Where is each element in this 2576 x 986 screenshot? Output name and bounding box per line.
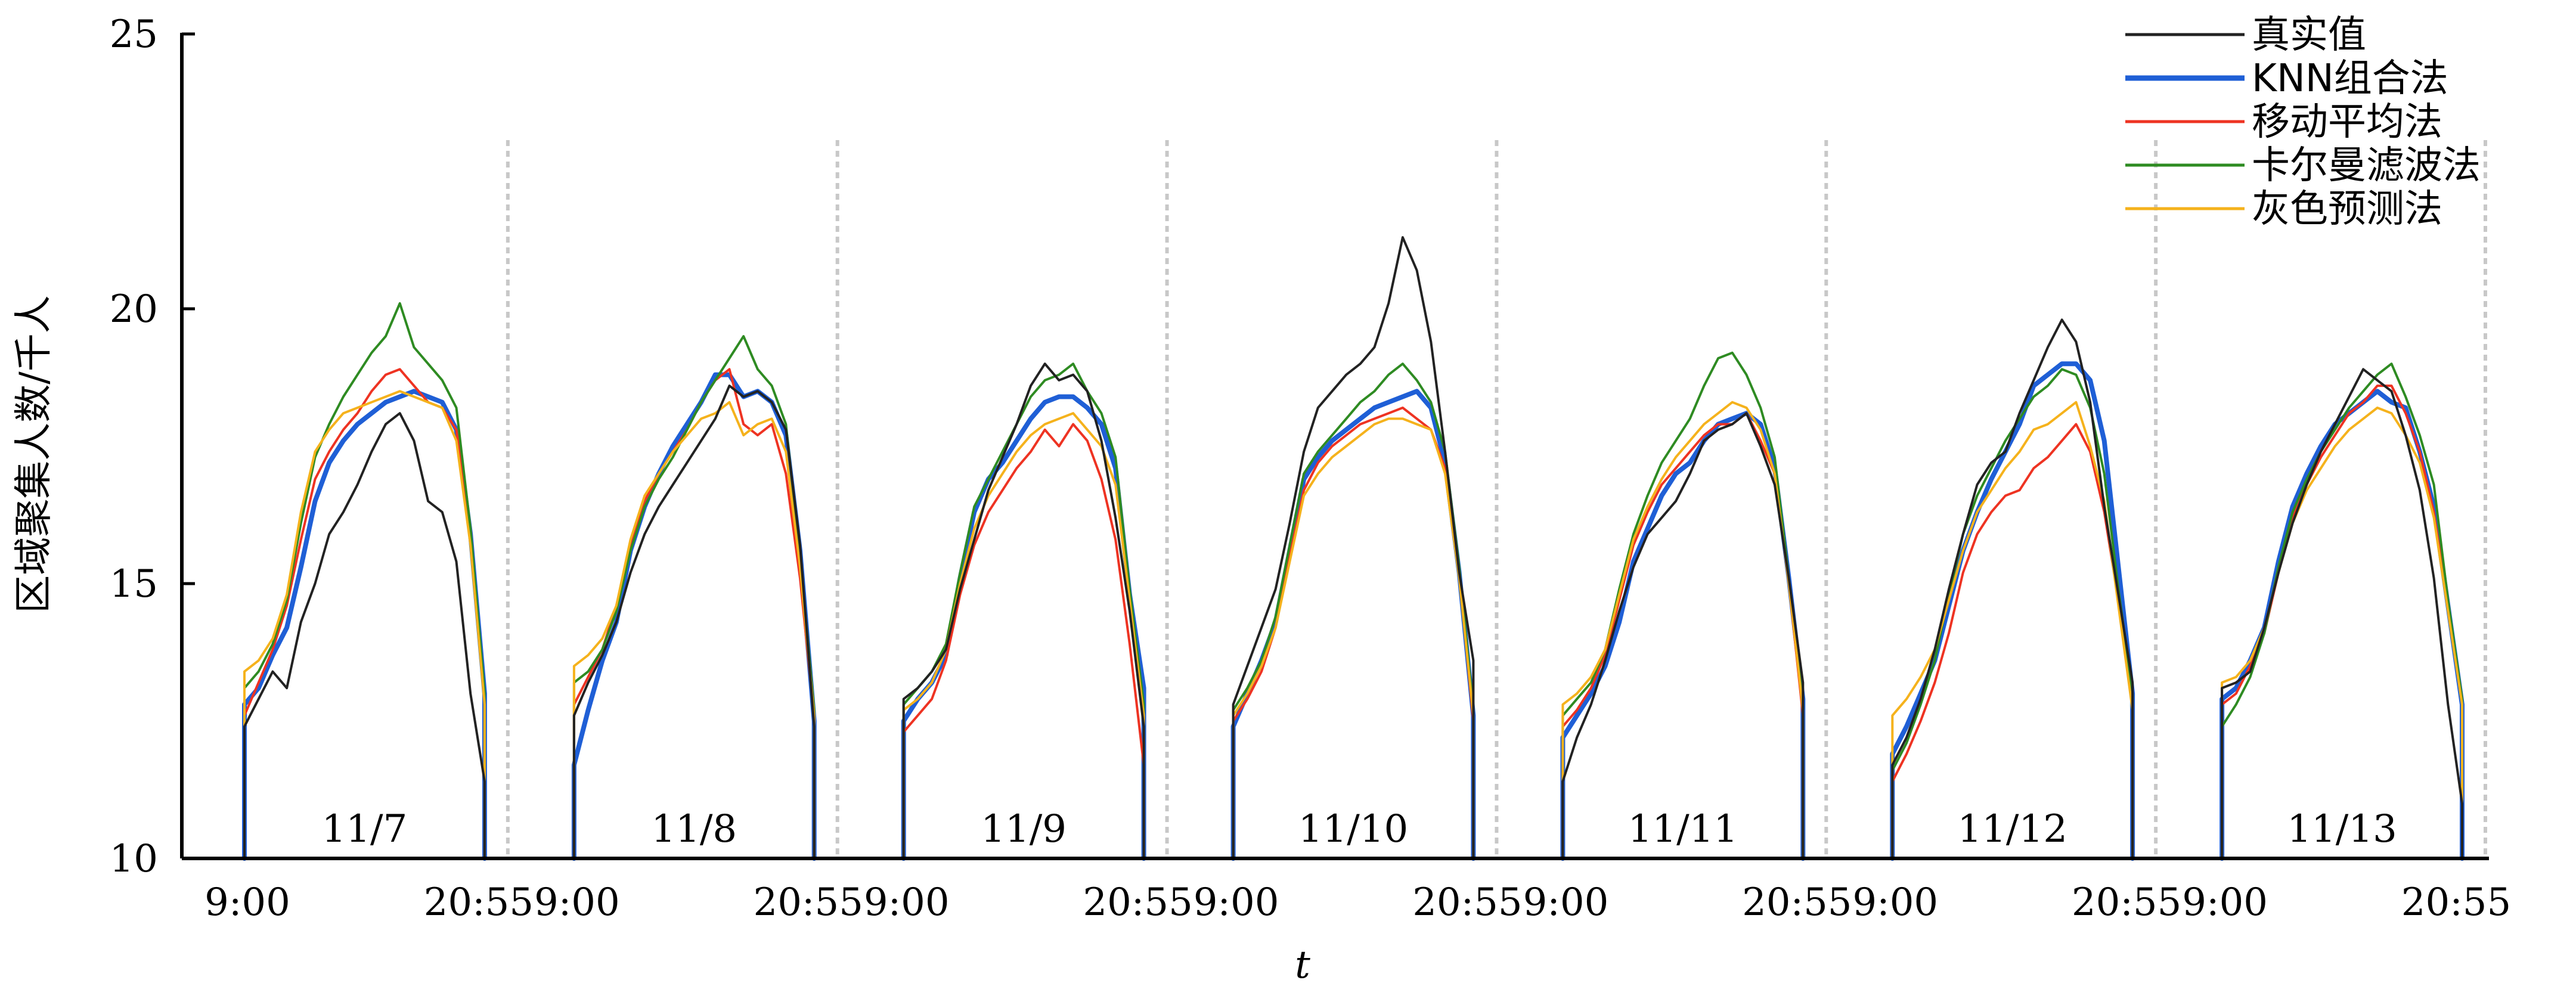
x-tick-label-end: 20:55: [424, 880, 534, 925]
series-line: [1232, 362, 1475, 860]
series-line: [1232, 407, 1475, 860]
series-line: [243, 302, 486, 860]
legend-label: 灰色预测法: [2252, 187, 2442, 231]
series-line: [572, 335, 816, 860]
x-tick-label-end: 20:55: [1083, 880, 1192, 925]
x-tick-label-end: 20:55: [1742, 880, 1852, 925]
x-tick-label-start: 9:00: [1852, 880, 1938, 925]
series-line: [1891, 423, 2134, 860]
x-tick-label-end: 20:55: [2401, 880, 2511, 925]
day-label: 11/12: [1957, 807, 2067, 851]
legend-label: 真实值: [2252, 13, 2366, 57]
day-separators: [506, 140, 2487, 858]
series-line: [1232, 417, 1475, 860]
legend-label: 移动平均法: [2252, 100, 2442, 144]
series-line: [2221, 362, 2463, 860]
series-line: [571, 372, 817, 861]
day-label: 11/8: [651, 807, 737, 851]
series-line: [2221, 407, 2463, 860]
y-ticks: 10 15 20 25: [110, 13, 195, 881]
day-label: 11/10: [1298, 807, 1408, 851]
day-label: 11/11: [1628, 807, 1738, 851]
series-line: [1561, 351, 1805, 860]
x-tick-label-start: 9:00: [534, 880, 620, 925]
day-labels: 11/7 11/8 11/9 11/10 11/11 11/12 11/13: [322, 807, 2397, 851]
x-tick-label-end: 20:55: [1412, 880, 1522, 925]
series-line: [1891, 318, 2134, 860]
x-ticks: 9:00 20:55 9:00 20:55 9:00 20:55 9:00 20:55 9:00…: [204, 880, 2511, 925]
series-line: [1561, 412, 1805, 860]
legend-label: 卡尔曼滤波法: [2252, 144, 2481, 188]
series-line: [1561, 412, 1805, 860]
x-tick-label-start: 9:00: [1523, 880, 1609, 925]
series-line: [243, 368, 486, 860]
x-tick-label-start: 9:00: [2182, 880, 2268, 925]
series-line: [243, 390, 486, 860]
series-line: [1891, 401, 2134, 860]
series-line: [1232, 236, 1475, 860]
series-line: [1230, 389, 1476, 861]
day-label: 11/13: [2287, 807, 2397, 851]
y-tick-label: 20: [110, 287, 158, 331]
y-tick-label: 10: [110, 837, 158, 881]
series-line: [902, 423, 1145, 860]
day-label: 11/7: [322, 807, 408, 851]
y-tick-label: 25: [110, 13, 158, 57]
series-line: [902, 412, 1145, 860]
y-tick-label: 15: [110, 562, 158, 606]
y-axis-title: 区域聚集人数/千人: [12, 295, 56, 613]
series-line: [572, 368, 816, 860]
x-tick-label-end: 20:55: [2072, 880, 2181, 925]
series-line: [572, 401, 816, 860]
series-line: [1560, 411, 1806, 861]
series-line: [572, 385, 816, 860]
series-line: [902, 362, 1145, 860]
series-line: [243, 412, 486, 860]
series-layer: [242, 236, 2465, 861]
x-axis-title: t: [1295, 943, 1310, 986]
legend-label: KNN组合法: [2252, 57, 2448, 101]
x-tick-label-start: 9:00: [1194, 880, 1279, 925]
series-line: [2221, 368, 2463, 860]
x-tick-label-end: 20:55: [753, 880, 863, 925]
x-tick-label-start: 9:00: [864, 880, 950, 925]
day-label: 11/9: [981, 807, 1067, 851]
x-tick-label-start: 9:00: [204, 880, 290, 925]
series-line: [1561, 401, 1805, 860]
axes: [180, 33, 2489, 860]
